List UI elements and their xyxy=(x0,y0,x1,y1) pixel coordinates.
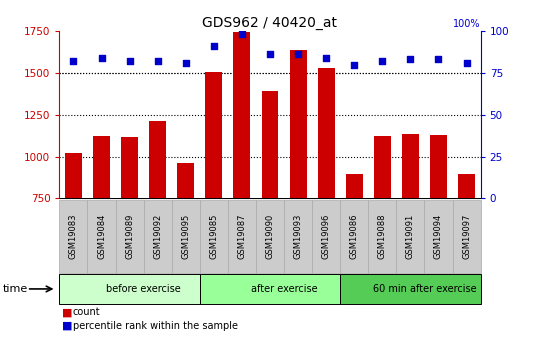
Text: time: time xyxy=(3,284,28,294)
Text: ■: ■ xyxy=(62,321,72,331)
Point xyxy=(378,58,387,64)
FancyBboxPatch shape xyxy=(228,200,256,273)
Text: GSM19086: GSM19086 xyxy=(350,214,359,259)
Point xyxy=(97,55,106,61)
Text: GSM19088: GSM19088 xyxy=(378,214,387,259)
Bar xyxy=(177,163,194,198)
Bar xyxy=(402,134,419,198)
Text: ■: ■ xyxy=(62,307,72,317)
FancyBboxPatch shape xyxy=(59,200,87,273)
Text: GSM19089: GSM19089 xyxy=(125,214,134,259)
Text: before exercise: before exercise xyxy=(106,284,181,294)
FancyBboxPatch shape xyxy=(340,274,481,304)
Point xyxy=(406,57,415,62)
Text: after exercise: after exercise xyxy=(251,284,318,294)
FancyBboxPatch shape xyxy=(256,200,284,273)
Point xyxy=(238,32,246,37)
Text: GSM19087: GSM19087 xyxy=(238,214,246,259)
Bar xyxy=(233,32,251,198)
Text: GSM19090: GSM19090 xyxy=(266,214,274,259)
FancyBboxPatch shape xyxy=(144,200,172,273)
Point xyxy=(294,52,302,57)
Text: 100%: 100% xyxy=(453,19,481,29)
Point xyxy=(462,60,471,66)
Bar xyxy=(121,137,138,198)
Text: GSM19096: GSM19096 xyxy=(322,214,330,259)
Bar xyxy=(318,68,335,198)
Point xyxy=(210,43,218,49)
Text: GSM19092: GSM19092 xyxy=(153,214,162,259)
Text: GSM19084: GSM19084 xyxy=(97,214,106,259)
Bar xyxy=(93,137,110,198)
FancyBboxPatch shape xyxy=(340,200,368,273)
Text: GSM19091: GSM19091 xyxy=(406,214,415,259)
Bar xyxy=(261,91,279,198)
FancyBboxPatch shape xyxy=(200,274,340,304)
Bar xyxy=(346,174,363,198)
Point xyxy=(266,52,274,57)
Text: GSM19095: GSM19095 xyxy=(181,214,190,259)
FancyBboxPatch shape xyxy=(200,200,228,273)
Text: 60 min after exercise: 60 min after exercise xyxy=(373,284,476,294)
Text: GSM19085: GSM19085 xyxy=(210,214,218,259)
Text: GSM19093: GSM19093 xyxy=(294,214,302,259)
FancyBboxPatch shape xyxy=(284,200,312,273)
FancyBboxPatch shape xyxy=(312,200,340,273)
Bar xyxy=(374,137,391,198)
Text: percentile rank within the sample: percentile rank within the sample xyxy=(73,321,238,331)
Bar xyxy=(205,72,222,198)
Text: GSM19083: GSM19083 xyxy=(69,214,78,259)
FancyBboxPatch shape xyxy=(172,200,200,273)
Text: GSM19094: GSM19094 xyxy=(434,214,443,259)
Text: GSM19097: GSM19097 xyxy=(462,214,471,259)
FancyBboxPatch shape xyxy=(87,200,116,273)
FancyBboxPatch shape xyxy=(453,200,481,273)
FancyBboxPatch shape xyxy=(424,200,453,273)
Point xyxy=(181,60,190,66)
Point xyxy=(322,55,330,61)
Bar xyxy=(149,120,166,198)
FancyBboxPatch shape xyxy=(116,200,144,273)
Bar xyxy=(65,153,82,198)
FancyBboxPatch shape xyxy=(368,200,396,273)
FancyBboxPatch shape xyxy=(59,274,200,304)
Bar xyxy=(289,50,307,198)
Point xyxy=(153,58,162,64)
Bar xyxy=(430,135,447,198)
Point xyxy=(434,57,443,62)
Point xyxy=(350,62,359,67)
Text: count: count xyxy=(73,307,100,317)
Bar xyxy=(458,174,475,198)
FancyBboxPatch shape xyxy=(396,200,424,273)
Title: GDS962 / 40420_at: GDS962 / 40420_at xyxy=(202,16,338,30)
Point xyxy=(69,58,78,64)
Point xyxy=(125,58,134,64)
